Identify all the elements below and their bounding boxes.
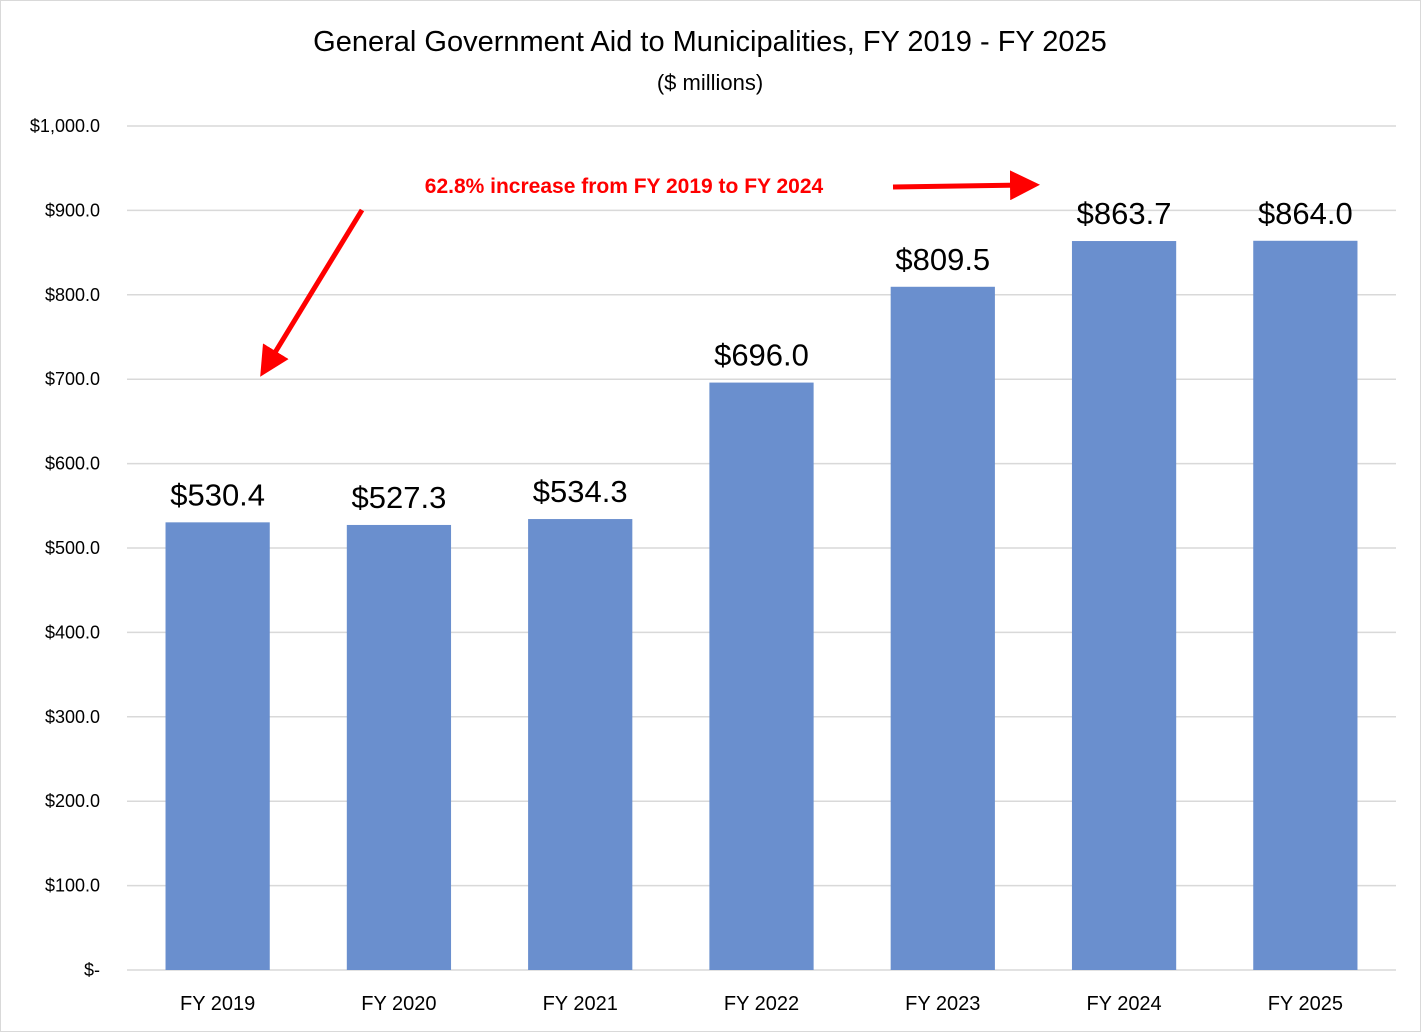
y-tick-label: $500.0 [45, 538, 100, 558]
x-tick-label: FY 2024 [1086, 993, 1161, 1015]
bar [1253, 240, 1358, 970]
y-tick-label: $400.0 [45, 622, 100, 642]
data-label: $527.3 [352, 480, 447, 515]
data-label: $863.7 [1077, 196, 1172, 231]
y-tick-label: $600.0 [45, 454, 100, 474]
y-tick-label: $900.0 [45, 200, 100, 220]
annotation: 62.8% increase from FY 2019 to FY 2024 [260, 170, 1040, 377]
y-axis-ticks: $- $100.0 $200.0 $300.0 $400.0 $500.0 $600.0 $7… [30, 116, 100, 980]
chart-title: General Government Aid to Municipalities… [313, 26, 1107, 58]
x-tick-label: FY 2023 [905, 993, 980, 1015]
x-tick-label: FY 2022 [724, 993, 799, 1015]
x-axis-ticks: FY 2019 FY 2020 FY 2021 FY 2022 FY 2023 FY 20… [180, 993, 1343, 1015]
x-tick-label: FY 2019 [180, 993, 255, 1015]
arrow-down-left-icon [260, 208, 365, 377]
y-tick-label: $300.0 [45, 707, 100, 727]
x-tick-label: FY 2020 [361, 993, 436, 1015]
y-tick-label: $800.0 [45, 285, 100, 305]
bar [165, 522, 270, 970]
bar [1071, 241, 1177, 970]
data-label: $696.0 [714, 338, 809, 373]
bars [165, 240, 1358, 971]
y-tick-label: $200.0 [45, 791, 100, 811]
bar [346, 524, 452, 970]
data-label: $530.4 [170, 477, 265, 512]
y-tick-label: $- [84, 960, 100, 980]
y-tick-label: $100.0 [45, 876, 100, 896]
gridlines [127, 125, 1396, 971]
arrow-right-icon [892, 170, 1040, 201]
y-tick-label: $1,000.0 [30, 116, 100, 136]
data-label: $809.5 [895, 242, 990, 277]
data-label: $864.0 [1258, 196, 1353, 231]
x-tick-label: FY 2025 [1268, 993, 1343, 1015]
data-labels: $530.4 $527.3 $534.3 $696.0 $809.5 $863.7 $864… [170, 196, 1353, 515]
bar [528, 519, 633, 970]
x-tick-label: FY 2021 [543, 993, 618, 1015]
annotation-text: 62.8% increase from FY 2019 to FY 2024 [425, 175, 824, 198]
bar [890, 286, 995, 971]
data-label: $534.3 [533, 474, 628, 509]
chart-subtitle: ($ millions) [657, 70, 763, 95]
bar [709, 382, 814, 970]
y-tick-label: $700.0 [45, 369, 100, 389]
